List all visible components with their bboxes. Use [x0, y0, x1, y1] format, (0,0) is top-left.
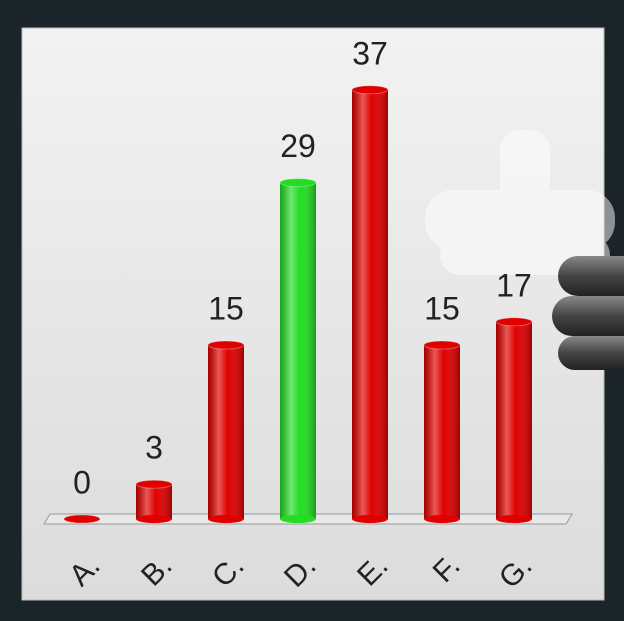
bar-cap — [424, 341, 460, 349]
bar-bottom — [352, 515, 388, 523]
bar-bottom — [424, 515, 460, 523]
page: 0A.3B.15C.29D.37E.15F.17G. (() => { cons… — [0, 0, 624, 621]
bar-shine — [280, 183, 316, 519]
bar-cap — [496, 318, 532, 326]
bar-bottom — [280, 515, 316, 523]
bar-bottom — [208, 515, 244, 523]
chart: 0A.3B.15C.29D.37E.15F.17G. — [0, 0, 624, 621]
bar-shine — [424, 345, 460, 519]
value-label: 29 — [280, 128, 316, 164]
bar-shine — [208, 345, 244, 519]
bar-cap — [208, 341, 244, 349]
bar-shine — [136, 484, 172, 519]
bar-bottom — [136, 515, 172, 523]
value-label: 37 — [352, 35, 388, 71]
value-label: 15 — [208, 290, 244, 326]
value-label: 15 — [424, 290, 460, 326]
bar-cap — [280, 179, 316, 187]
bar-cap — [136, 480, 172, 488]
bar-cap — [64, 515, 100, 523]
bar-bottom — [496, 515, 532, 523]
bar-shine — [352, 90, 388, 519]
value-label: 3 — [145, 430, 163, 466]
hand — [552, 256, 624, 370]
value-label: 0 — [73, 464, 91, 500]
bar-shine — [496, 322, 532, 519]
bar-cap — [352, 86, 388, 94]
value-label: 17 — [496, 267, 532, 303]
